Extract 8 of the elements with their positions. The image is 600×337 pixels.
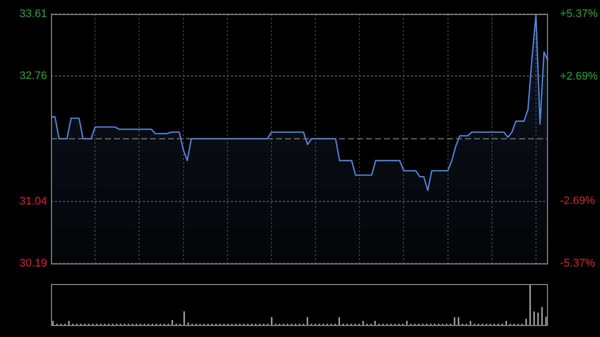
y-tick-label: 33.61 [19, 8, 47, 20]
y-tick-label: 30.19 [19, 257, 47, 270]
y-tick-label: 32.76 [19, 70, 47, 82]
y2-tick-label: -5.37% [560, 257, 596, 270]
y2-tick-label: +2.69% [560, 70, 598, 82]
y2-tick-label: +5.37% [560, 8, 598, 20]
y-tick-label: 31.04 [19, 195, 47, 208]
y2-tick-label: -2.69% [560, 195, 596, 208]
